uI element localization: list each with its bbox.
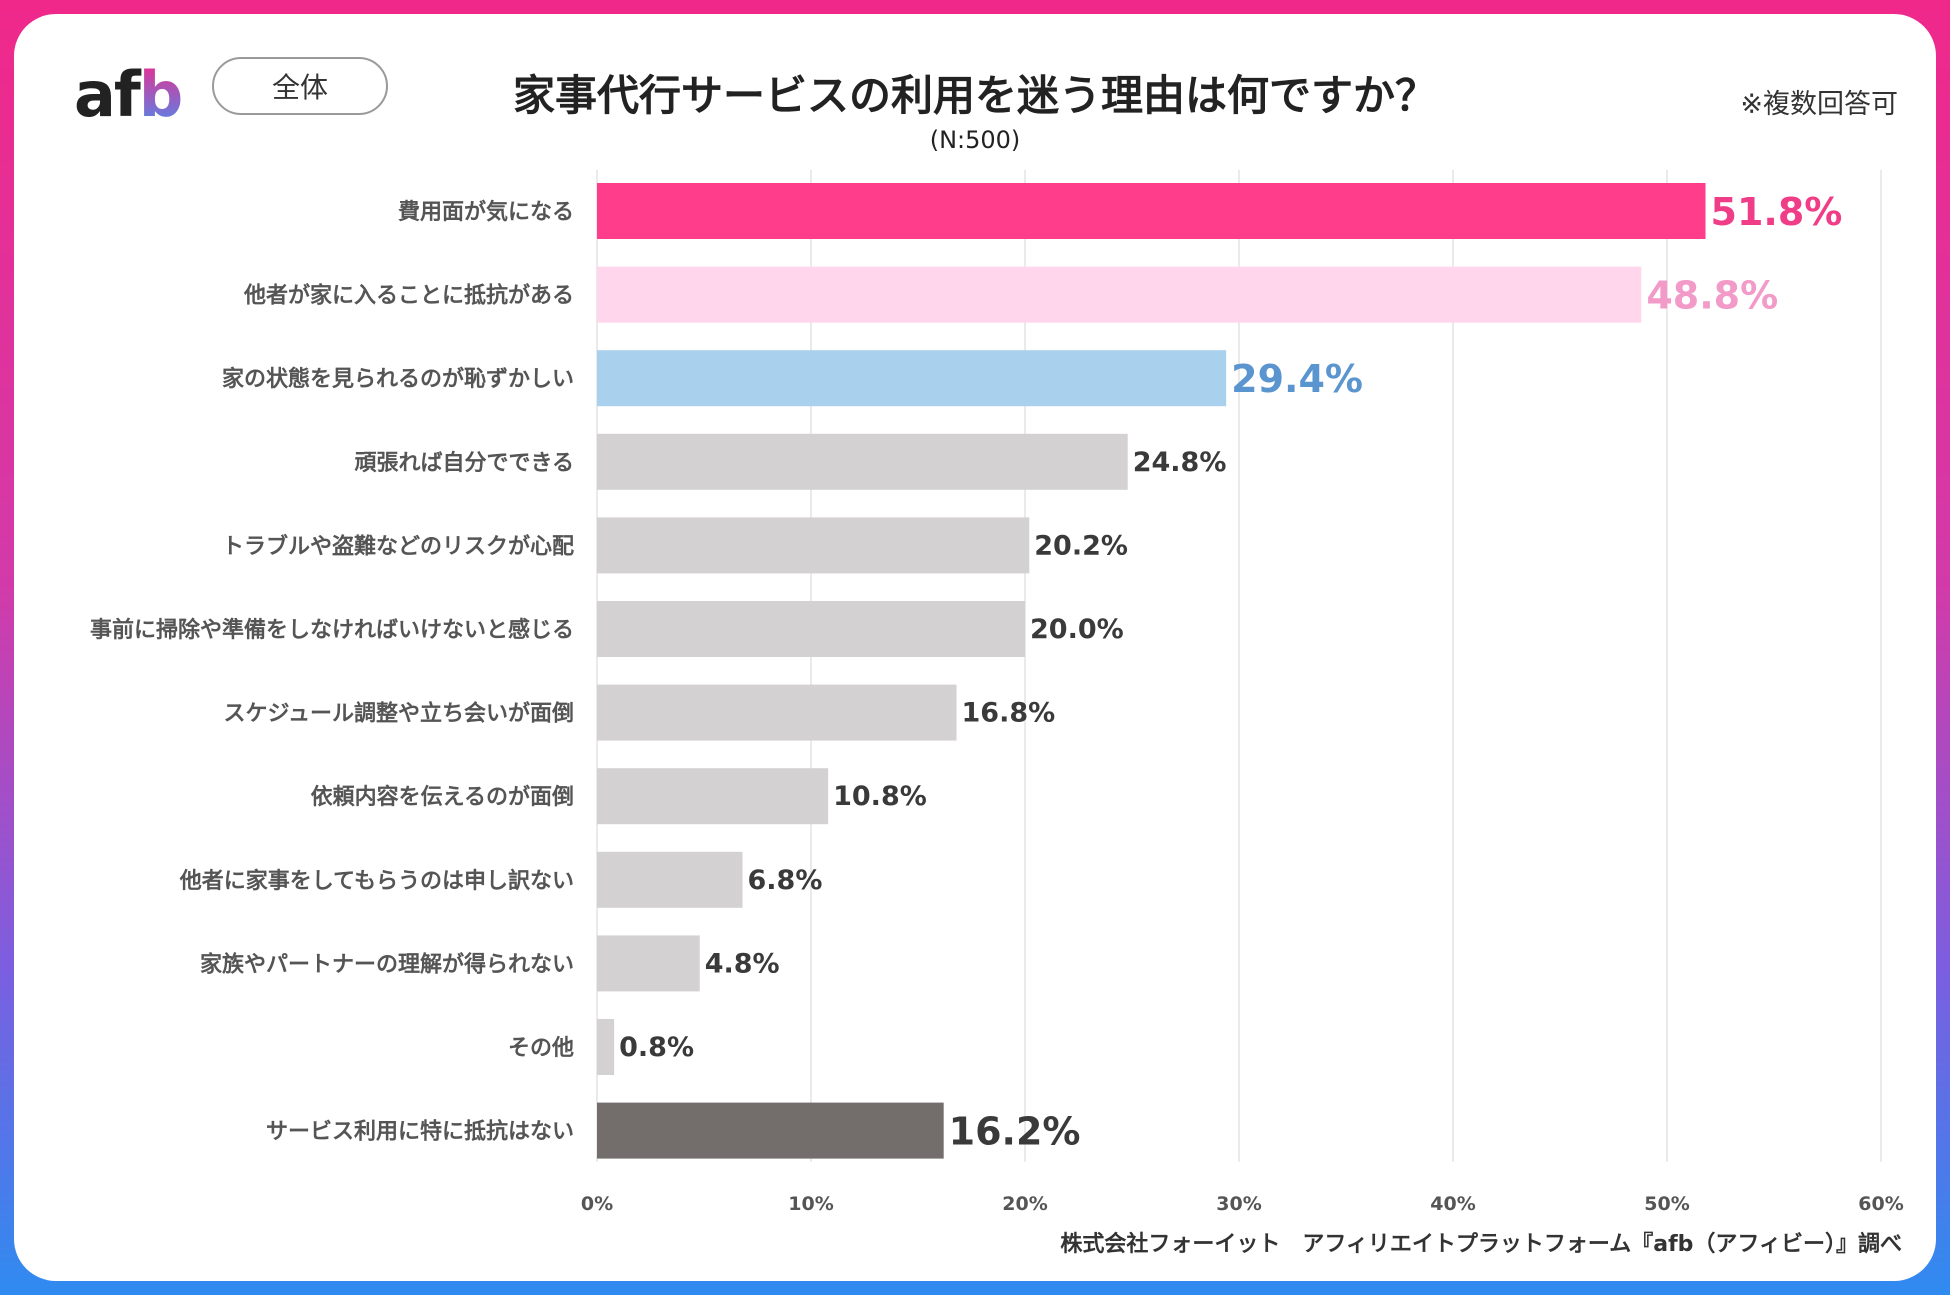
category-label: 他者が家に入ることに抵抗がある <box>243 283 574 309</box>
chart-title: 家事代行サービスの利用を迷う理由は何ですか？ <box>512 71 1437 120</box>
category-label: 他者に家事をしてもらうのは申し訳ない <box>179 868 574 894</box>
bar <box>597 350 1227 407</box>
x-tick-label: 10% <box>788 1193 833 1215</box>
category-label: 依頼内容を伝えるのが面倒 <box>311 784 574 810</box>
bar <box>597 1102 944 1159</box>
x-tick-label: 20% <box>1002 1193 1047 1215</box>
x-tick-label: 40% <box>1430 1193 1475 1215</box>
bar <box>597 601 1025 657</box>
bar <box>597 684 957 741</box>
bar <box>597 266 1642 323</box>
x-tick-label: 60% <box>1858 1193 1903 1215</box>
bar <box>597 768 829 825</box>
category-label: スケジュール調整や立ち会いが面倒 <box>224 701 574 727</box>
value-label: 0.8% <box>619 1032 694 1063</box>
multiple-answer-note: ※複数回答可 <box>1740 89 1898 120</box>
category-label: サービス利用に特に抵抗はない <box>266 1119 574 1145</box>
bar <box>597 183 1706 239</box>
category-label: トラブルや盗難などのリスクが心配 <box>222 533 574 559</box>
category-label: 頑張れば自分でできる <box>354 450 574 476</box>
bar <box>597 1019 615 1075</box>
value-label: 20.0% <box>1030 614 1124 645</box>
category-label: 家族やパートナーの理解が得られない <box>200 951 574 977</box>
sample-size: (N:500) <box>929 126 1021 154</box>
bar <box>597 433 1128 490</box>
bar <box>597 517 1030 574</box>
value-label: 16.8% <box>962 698 1056 729</box>
category-label: 家の状態を見られるのが恥ずかしい <box>222 366 574 392</box>
afb-logo: afb <box>74 58 183 131</box>
value-label: 24.8% <box>1133 447 1227 478</box>
logo-text-suffix: b <box>138 58 183 131</box>
x-tick-label: 0% <box>581 1193 613 1215</box>
value-label: 4.8% <box>705 948 780 979</box>
scope-badge: 全体 <box>212 57 388 115</box>
value-label: 48.8% <box>1646 274 1778 318</box>
x-tick-label: 30% <box>1216 1193 1261 1215</box>
value-label: 29.4% <box>1231 357 1363 401</box>
bar <box>597 935 700 992</box>
value-label: 10.8% <box>833 781 927 812</box>
source-credit: 株式会社フォーイット アフィリエイトプラットフォーム『afb（アフィビー）』調べ <box>1060 1232 1902 1257</box>
value-label: 51.8% <box>1711 190 1843 234</box>
category-label: 費用面が気になる <box>398 199 574 225</box>
bar <box>597 851 743 908</box>
category-label: その他 <box>508 1036 574 1061</box>
x-tick-label: 50% <box>1644 1193 1689 1215</box>
value-label: 20.2% <box>1034 530 1128 561</box>
value-label: 6.8% <box>748 865 823 896</box>
category-label: 事前に掃除や準備をしなければいけないと感じる <box>90 617 574 643</box>
value-label: 16.2% <box>949 1110 1081 1154</box>
logo-text-prefix: af <box>74 58 141 131</box>
